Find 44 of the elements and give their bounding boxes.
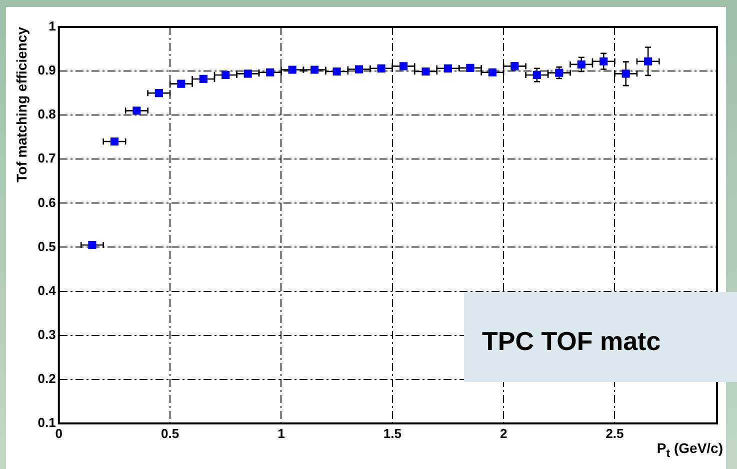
point	[466, 64, 474, 72]
y-axis-title: Tof matching efficiency	[13, 26, 30, 182]
point	[377, 64, 386, 72]
point	[132, 106, 141, 115]
point	[310, 66, 319, 74]
y-tick-label: 0.1	[38, 414, 56, 430]
point	[555, 68, 564, 77]
point	[600, 57, 608, 66]
x-tick-label: 0	[55, 426, 62, 441]
point	[444, 64, 452, 72]
point	[266, 68, 274, 76]
y-tick-label: 0.5	[38, 238, 56, 254]
x-tick-label: 0.5	[161, 426, 180, 441]
y-tick-label: 0.8	[38, 106, 56, 122]
point	[222, 70, 230, 80]
point	[199, 74, 208, 84]
y-tick-label: 0.7	[38, 150, 56, 166]
point	[244, 70, 252, 78]
x-axis-title: P$_{t}$ (GeV/c)	[656, 440, 723, 460]
y-tick-label: 0.2	[38, 370, 56, 386]
point	[354, 65, 364, 74]
y-tick-label: 1	[48, 18, 56, 34]
note-box: TPC TOF matc	[464, 292, 737, 382]
y-tick-label: 0.4	[38, 282, 57, 298]
point	[422, 67, 430, 76]
point	[177, 80, 186, 88]
point	[399, 62, 408, 70]
point	[488, 68, 496, 76]
point	[88, 240, 96, 250]
point	[577, 60, 586, 68]
point	[644, 57, 652, 66]
point	[110, 137, 118, 146]
point	[154, 89, 163, 98]
x-tick-label: 1.5	[383, 426, 402, 441]
y-tick-label: 0.3	[38, 326, 56, 342]
y-tick-label: 0.6	[38, 194, 56, 210]
point	[532, 70, 541, 80]
point	[288, 66, 296, 74]
point	[622, 70, 630, 78]
y-tick-label: 0.9	[38, 62, 56, 78]
x-tick-label: 2	[500, 426, 508, 441]
point	[332, 67, 341, 76]
x-tick-label: 2.5	[606, 426, 624, 441]
x-tick-label: 1	[278, 426, 285, 441]
